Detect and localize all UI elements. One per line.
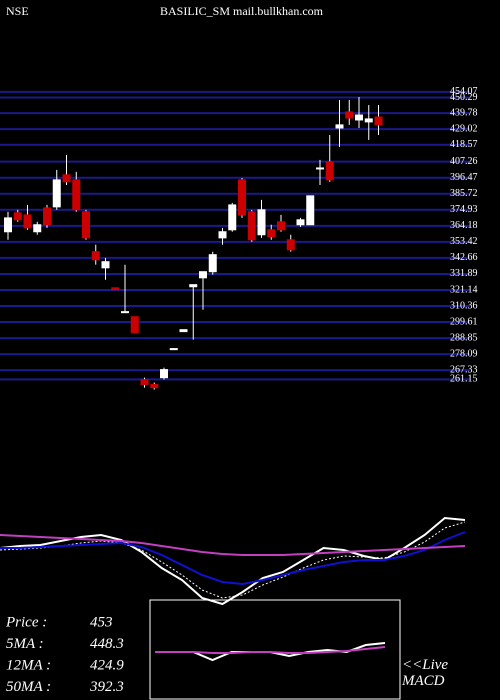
y-tick-label: 429.02	[450, 123, 478, 134]
candles	[4, 97, 383, 390]
y-tick-label: 407.26	[450, 156, 478, 167]
y-tick-label: 353.42	[450, 236, 478, 247]
candle-body	[82, 211, 90, 239]
candle-body	[43, 207, 51, 226]
candle-body	[13, 212, 22, 221]
candle-body	[52, 179, 61, 208]
candle-body	[169, 348, 178, 351]
candle-body	[306, 195, 315, 226]
candle-body	[267, 229, 276, 238]
y-tick-label: 364.18	[450, 220, 478, 231]
candle-body	[364, 118, 373, 123]
candle-body	[160, 369, 168, 379]
candle-body	[199, 271, 207, 279]
candle-body	[23, 214, 32, 229]
candle-body	[228, 204, 237, 231]
series-line	[155, 646, 386, 654]
candle-body	[286, 239, 295, 251]
stat-label: 50MA :	[6, 679, 51, 695]
stat-value: 448.3	[90, 636, 124, 652]
candle-body	[189, 284, 198, 288]
y-tick-label: 396.47	[450, 172, 478, 183]
y-tick-label: 450.29	[450, 92, 478, 103]
candle-body	[101, 261, 110, 269]
y-tick-label: 374.93	[450, 204, 478, 215]
candle-body	[325, 161, 334, 181]
candle-body	[33, 224, 42, 233]
ma-panel	[0, 516, 466, 606]
candle-body	[316, 167, 324, 170]
y-tick-label: 385.72	[450, 188, 478, 199]
series-line	[0, 516, 466, 606]
y-tick-label: 321.14	[450, 284, 478, 295]
stat-value: 392.3	[89, 679, 124, 695]
candle-body	[218, 231, 227, 239]
y-tick-label: 454.07	[450, 86, 478, 97]
candle-body	[355, 114, 363, 121]
candle-body	[345, 111, 354, 119]
y-tick-label: 299.61	[450, 316, 478, 327]
y-tick-label: 439.78	[450, 107, 478, 118]
macd-label: <<Live MACD	[401, 657, 448, 689]
chart-title: BASILIC_SM mail.bullkhan.com	[160, 4, 324, 18]
candle-body	[238, 179, 246, 216]
candle-body	[130, 316, 139, 334]
y-tick-label: 342.66	[450, 252, 478, 263]
y-tick-label: 261.15	[450, 374, 478, 385]
y-tick-label: 418.57	[450, 139, 478, 150]
exchange: NSE	[6, 4, 29, 18]
y-tick-label: 267.33	[450, 364, 478, 375]
series-line	[0, 521, 466, 599]
candle-body	[72, 179, 81, 211]
stat-value: 453	[90, 614, 113, 630]
y-tick-label: 288.85	[450, 332, 478, 343]
candle-body	[111, 287, 120, 291]
candle-body	[247, 211, 256, 241]
stat-value: 424.9	[90, 657, 124, 673]
macd-panel	[155, 642, 386, 662]
series-line	[0, 531, 466, 586]
candle-body	[374, 116, 383, 126]
candle-body	[296, 219, 305, 226]
candle-body	[335, 124, 344, 129]
stat-label: Price :	[5, 614, 47, 630]
y-tick-label: 331.89	[450, 268, 478, 279]
candle-body	[277, 221, 285, 231]
y-tick-label: 310.36	[450, 300, 478, 311]
candle-body	[150, 384, 159, 389]
stat-label: 12MA :	[6, 657, 51, 673]
candle-body	[140, 379, 149, 386]
candle-body	[121, 311, 129, 314]
candle-body	[62, 174, 71, 183]
candle-body	[208, 254, 217, 273]
candle-body	[257, 209, 266, 236]
candle-body	[179, 329, 188, 333]
stat-label: 5MA :	[6, 636, 44, 652]
candle-body	[4, 217, 12, 233]
macd-box	[149, 599, 401, 700]
stats: Price : 453 5MA : 448.3 12MA : 424.9 50MA : 392…	[5, 614, 124, 695]
candle-body	[91, 251, 100, 261]
series-line	[0, 534, 466, 556]
y-tick-label: 278.09	[450, 348, 478, 359]
